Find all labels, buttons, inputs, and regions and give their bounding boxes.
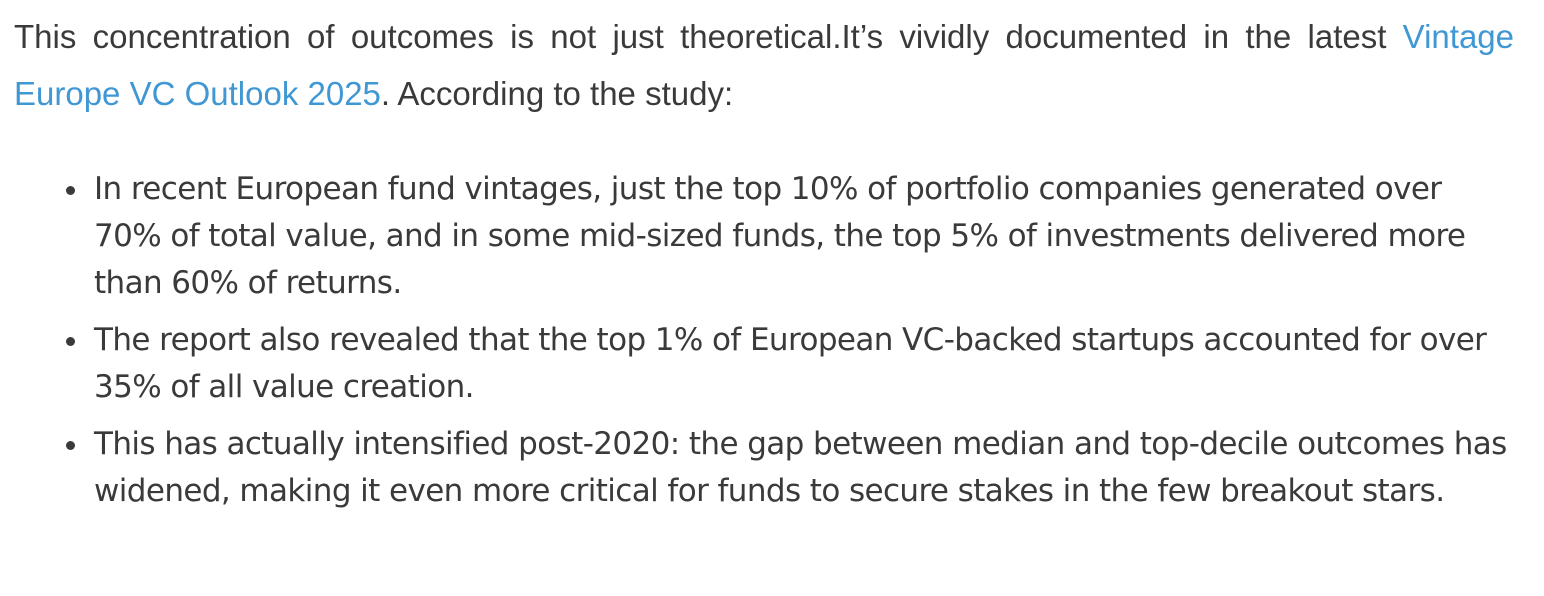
bullet-icon [66,337,75,346]
intro-paragraph: This concentration of outcomes is not ju… [14,0,1514,122]
intro-text-after: . According to the study: [380,75,734,112]
article-body: This concentration of outcomes is not ju… [14,0,1514,509]
report-link[interactable]: Vintage Europe VC Outlook 2025 [14,18,1514,112]
bullet-icon [66,186,75,195]
list-item-text: The report also revealed that the top 1%… [94,322,1487,405]
list-item-text: In recent European fund vintages, just t… [94,171,1466,301]
list-item-text: This has actually intensified post-2020:… [94,426,1507,509]
bullet-icon [66,441,75,450]
list-item: The report also revealed that the top 1%… [14,317,1514,411]
intro-text-before: This concentration of outcomes is not ju… [14,18,1403,55]
findings-list: In recent European fund vintages, just t… [14,166,1514,525]
list-item: In recent European fund vintages, just t… [14,166,1514,307]
list-item: This has actually intensified post-2020:… [14,421,1514,515]
